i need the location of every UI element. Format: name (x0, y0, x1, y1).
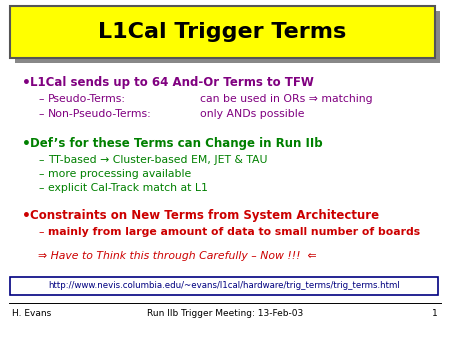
Text: Pseudo-Terms:: Pseudo-Terms: (48, 94, 126, 104)
FancyBboxPatch shape (15, 11, 440, 63)
Text: L1Cal sends up to 64 And-Or Terms to TFW: L1Cal sends up to 64 And-Or Terms to TFW (30, 76, 314, 89)
Text: –: – (38, 109, 44, 119)
Text: –: – (38, 94, 44, 104)
Text: more processing available: more processing available (48, 169, 191, 179)
Text: Def’s for these Terms can Change in Run IIb: Def’s for these Terms can Change in Run … (30, 137, 323, 150)
Text: –: – (38, 227, 44, 237)
Text: can be used in ORs ⇒ matching: can be used in ORs ⇒ matching (200, 94, 373, 104)
Text: •: • (22, 76, 31, 90)
Text: explicit Cal-Track match at L1: explicit Cal-Track match at L1 (48, 183, 208, 193)
Text: only ANDs possible: only ANDs possible (200, 109, 305, 119)
Text: •: • (22, 137, 31, 151)
Text: H. Evans: H. Evans (12, 309, 51, 317)
Text: 1: 1 (432, 309, 438, 317)
Text: –: – (38, 169, 44, 179)
Text: –: – (38, 155, 44, 165)
Text: TT-based → Cluster-based EM, JET & TAU: TT-based → Cluster-based EM, JET & TAU (48, 155, 267, 165)
Text: L1Cal Trigger Terms: L1Cal Trigger Terms (99, 22, 346, 42)
Text: mainly from large amount of data to small number of boards: mainly from large amount of data to smal… (48, 227, 420, 237)
Text: Non-Pseudo-Terms:: Non-Pseudo-Terms: (48, 109, 152, 119)
Text: ⇒ Have to Think this through Carefully – Now !!!  ⇐: ⇒ Have to Think this through Carefully –… (38, 251, 317, 261)
Text: http://www.nevis.columbia.edu/~evans/l1cal/hardware/trig_terms/trig_terms.html: http://www.nevis.columbia.edu/~evans/l1c… (48, 282, 400, 290)
Text: •: • (22, 209, 31, 223)
Text: Run IIb Trigger Meeting: 13-Feb-03: Run IIb Trigger Meeting: 13-Feb-03 (147, 309, 303, 317)
FancyBboxPatch shape (10, 6, 435, 58)
Text: –: – (38, 183, 44, 193)
FancyBboxPatch shape (10, 277, 438, 295)
Text: Constraints on New Terms from System Architecture: Constraints on New Terms from System Arc… (30, 209, 379, 222)
